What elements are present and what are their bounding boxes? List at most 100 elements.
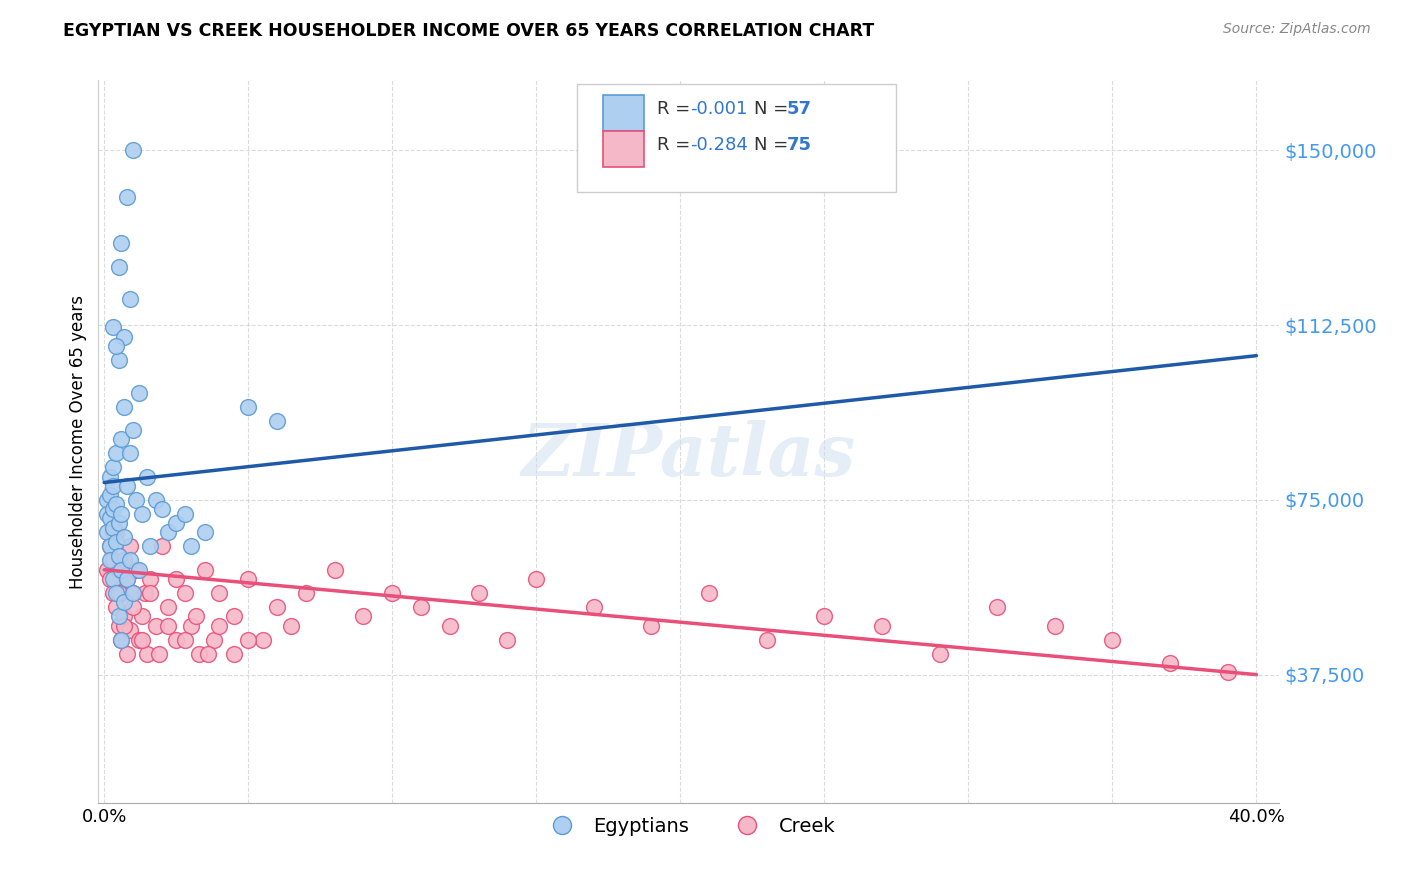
Point <box>1216 665 1239 680</box>
Point <box>122 586 145 600</box>
Point <box>173 586 195 600</box>
Point <box>110 586 132 600</box>
Point <box>115 479 138 493</box>
Point <box>222 647 245 661</box>
Point <box>96 507 118 521</box>
Point <box>104 534 127 549</box>
Point <box>439 618 461 632</box>
Point <box>194 563 217 577</box>
Point <box>104 586 127 600</box>
Point <box>107 618 129 632</box>
FancyBboxPatch shape <box>576 84 896 193</box>
Legend: Egyptians, Creek: Egyptians, Creek <box>534 809 844 844</box>
Point <box>101 460 124 475</box>
Point <box>139 572 162 586</box>
Point <box>238 572 260 586</box>
Point <box>110 236 132 251</box>
Point <box>115 572 138 586</box>
Point <box>156 618 179 632</box>
Point <box>208 586 231 600</box>
Text: -0.284: -0.284 <box>690 136 748 154</box>
Point <box>101 320 124 334</box>
Point <box>112 530 135 544</box>
Point <box>165 572 187 586</box>
Point <box>101 586 124 600</box>
Point <box>125 492 148 507</box>
Point <box>96 492 118 507</box>
Point <box>96 563 118 577</box>
Point <box>98 488 121 502</box>
Point <box>115 647 138 661</box>
Text: 57: 57 <box>787 100 813 118</box>
Point <box>101 525 124 540</box>
Point <box>173 507 195 521</box>
Point <box>104 525 127 540</box>
Point <box>295 586 318 600</box>
Point <box>104 446 127 460</box>
FancyBboxPatch shape <box>603 131 644 167</box>
Point <box>112 400 135 414</box>
Point <box>120 540 142 554</box>
Point <box>266 600 288 615</box>
Point <box>156 525 179 540</box>
Point <box>120 624 142 638</box>
Text: EGYPTIAN VS CREEK HOUSEHOLDER INCOME OVER 65 YEARS CORRELATION CHART: EGYPTIAN VS CREEK HOUSEHOLDER INCOME OVE… <box>63 22 875 40</box>
Point <box>107 353 129 368</box>
Text: R =: R = <box>657 136 696 154</box>
Point <box>107 549 129 563</box>
Point <box>238 400 260 414</box>
Point <box>101 479 124 493</box>
Point <box>107 563 129 577</box>
Point <box>180 540 202 554</box>
Point <box>122 423 145 437</box>
Point <box>115 190 138 204</box>
Point <box>173 632 195 647</box>
Point <box>813 609 835 624</box>
Point <box>120 553 142 567</box>
Point <box>98 553 121 567</box>
Point <box>128 563 150 577</box>
Point <box>150 502 173 516</box>
Point <box>112 329 135 343</box>
Point <box>1101 632 1123 647</box>
FancyBboxPatch shape <box>603 95 644 131</box>
Point <box>112 553 135 567</box>
Point <box>148 647 170 661</box>
Point <box>107 586 129 600</box>
Point <box>150 540 173 554</box>
Point <box>101 502 124 516</box>
Point <box>98 572 121 586</box>
Point <box>870 618 893 632</box>
Point <box>131 507 153 521</box>
Point <box>96 525 118 540</box>
Point <box>208 618 231 632</box>
Point <box>986 600 1008 615</box>
Point <box>112 609 135 624</box>
Point <box>409 600 432 615</box>
Point <box>266 413 288 427</box>
Point <box>186 609 208 624</box>
Point <box>165 516 187 530</box>
Point <box>188 647 211 661</box>
Point <box>101 553 124 567</box>
Point <box>381 586 404 600</box>
Point <box>107 260 129 274</box>
Point <box>122 586 145 600</box>
Point <box>145 492 167 507</box>
Point <box>128 632 150 647</box>
Point <box>107 609 129 624</box>
Point <box>115 572 138 586</box>
Point <box>755 632 778 647</box>
Text: ZIPatlas: ZIPatlas <box>522 420 856 491</box>
Point <box>110 563 132 577</box>
Point <box>139 586 162 600</box>
Point <box>98 469 121 483</box>
Point <box>156 600 179 615</box>
Point <box>165 632 187 647</box>
Point <box>110 507 132 521</box>
Point <box>131 609 153 624</box>
Point <box>496 632 519 647</box>
Point <box>640 618 662 632</box>
Point <box>110 432 132 446</box>
Point <box>222 609 245 624</box>
